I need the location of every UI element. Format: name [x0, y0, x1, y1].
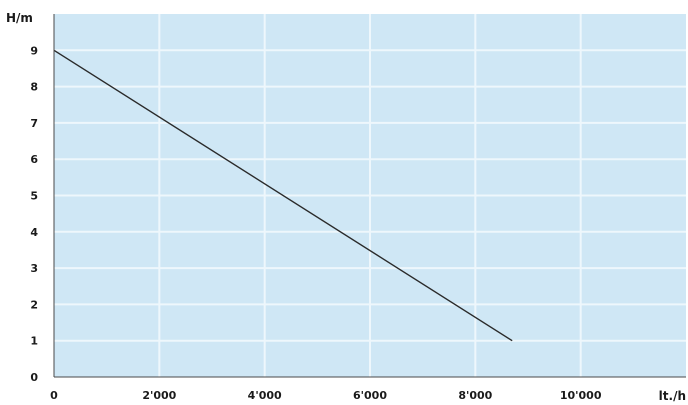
x-tick-label: 0 [50, 389, 58, 402]
x-tick-labels: 0 2'000 4'000 6'000 8'000 10'000 [50, 389, 602, 402]
y-tick-label: 2 [30, 298, 38, 311]
y-tick-label: 8 [30, 81, 38, 94]
series-line-0 [53, 49, 513, 342]
y-axis-label: H/m [6, 11, 33, 25]
x-tick-label: 8'000 [458, 389, 492, 402]
y-tick-labels: 0 1 2 3 4 5 6 7 8 9 [30, 44, 38, 384]
y-tick-label: 0 [30, 371, 38, 384]
x-tick-label: 10'000 [560, 389, 602, 402]
y-tick-label: 4 [30, 226, 38, 239]
x-tick-label: 2'000 [142, 389, 176, 402]
y-tick-label: 7 [30, 117, 38, 130]
x-tick-label: 4'000 [248, 389, 282, 402]
y-tick-label: 5 [30, 190, 38, 203]
y-tick-label: 3 [30, 262, 38, 275]
series-group [53, 49, 513, 342]
x-tick-label: 6'000 [353, 389, 387, 402]
y-tick-label: 6 [30, 153, 38, 166]
axes [53, 14, 686, 378]
gridlines [54, 14, 686, 377]
x-axis-label: lt./h [659, 389, 686, 403]
y-tick-label: 9 [30, 44, 38, 57]
y-tick-label: 1 [30, 335, 38, 348]
